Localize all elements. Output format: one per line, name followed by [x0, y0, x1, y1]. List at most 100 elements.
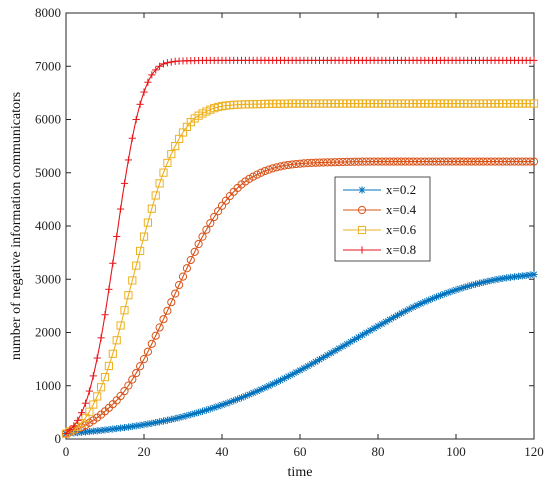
y-tick-label: 3000 — [35, 271, 61, 286]
data-point — [105, 285, 113, 293]
data-point — [358, 186, 366, 194]
data-point — [334, 158, 344, 167]
data-point — [152, 66, 160, 74]
data-point — [139, 232, 149, 241]
data-point — [323, 158, 332, 167]
data-point — [100, 372, 110, 382]
data-point — [280, 161, 289, 170]
data-point — [143, 347, 152, 356]
data-point — [128, 375, 137, 384]
data-point — [155, 323, 164, 332]
data-point — [389, 157, 398, 166]
data-point — [385, 157, 394, 166]
data-point — [128, 134, 136, 142]
data-point — [346, 157, 355, 166]
data-point — [381, 157, 390, 166]
data-point — [167, 298, 176, 307]
data-point — [132, 261, 141, 270]
data-point — [74, 416, 82, 424]
x-ticks: 0 20 40 60 80 100 120 — [63, 13, 544, 459]
data-point — [198, 407, 207, 415]
data-point — [214, 207, 223, 216]
data-point — [428, 157, 437, 166]
data-point — [393, 157, 402, 166]
legend-item: x=0.8 — [343, 242, 416, 257]
data-point — [104, 361, 114, 371]
data-point — [113, 232, 121, 241]
data-point — [342, 157, 351, 167]
x-axis-label: time — [288, 465, 313, 480]
x-tick-label: 80 — [372, 444, 385, 459]
data-point — [159, 315, 168, 324]
data-point — [304, 362, 312, 370]
data-point — [405, 157, 414, 166]
data-point — [284, 160, 293, 170]
data-point — [514, 157, 523, 166]
y-tick-label: 2000 — [35, 325, 61, 340]
data-point — [292, 159, 301, 169]
data-point — [190, 247, 199, 256]
plot-area — [65, 12, 535, 440]
data-point — [510, 157, 519, 166]
data-point — [307, 158, 316, 168]
data-point — [163, 158, 172, 168]
data-point — [311, 158, 320, 167]
data-point — [175, 280, 184, 290]
data-point — [148, 71, 156, 79]
x-tick-label: 100 — [446, 444, 466, 459]
data-point — [97, 383, 106, 392]
series-layer — [61, 56, 539, 438]
data-point — [295, 159, 305, 168]
legend-label: x=0.6 — [386, 222, 417, 237]
data-point — [151, 191, 160, 200]
data-point — [362, 157, 371, 166]
data-point — [182, 264, 191, 273]
data-point — [210, 212, 219, 222]
y-ticks: 0 1000 2000 3000 4000 5000 6000 7000 8000 — [35, 5, 534, 446]
data-point — [167, 150, 176, 159]
series-1 — [62, 270, 538, 438]
data-point — [93, 392, 102, 401]
y-tick-label: 4000 — [35, 218, 61, 233]
data-point — [412, 157, 422, 166]
data-point — [268, 164, 277, 173]
data-point — [81, 399, 90, 407]
data-point — [136, 246, 145, 256]
data-point — [143, 218, 153, 227]
data-point — [195, 408, 203, 416]
x-tick-label: 40 — [216, 444, 229, 459]
data-point — [156, 62, 164, 70]
data-point — [331, 158, 340, 167]
data-point — [358, 157, 367, 166]
data-point — [151, 331, 160, 340]
data-point — [522, 157, 531, 166]
data-point — [159, 168, 168, 177]
data-point — [377, 157, 386, 166]
data-point — [128, 276, 137, 285]
data-point — [202, 225, 211, 234]
x-tick-label: 120 — [524, 444, 544, 459]
data-point — [529, 157, 539, 166]
data-point — [420, 157, 429, 166]
data-point — [366, 157, 375, 166]
data-point — [436, 157, 445, 166]
data-point — [357, 225, 367, 235]
y-tick-label: 5000 — [35, 165, 61, 180]
data-point — [120, 306, 129, 315]
data-point — [256, 168, 266, 177]
legend-items: x=0.2 x=0.4 x=0.6 x=0.8 — [343, 182, 417, 257]
y-tick-label: 8000 — [35, 5, 61, 20]
series-markers — [62, 270, 538, 438]
data-point — [159, 60, 168, 68]
data-point — [178, 272, 188, 281]
data-point — [370, 157, 379, 166]
data-point — [327, 158, 336, 167]
data-point — [198, 232, 207, 241]
data-point — [299, 159, 308, 168]
data-point — [526, 271, 534, 279]
data-point — [529, 99, 539, 108]
data-point — [124, 381, 133, 390]
data-point — [494, 157, 503, 166]
data-point — [140, 88, 148, 96]
